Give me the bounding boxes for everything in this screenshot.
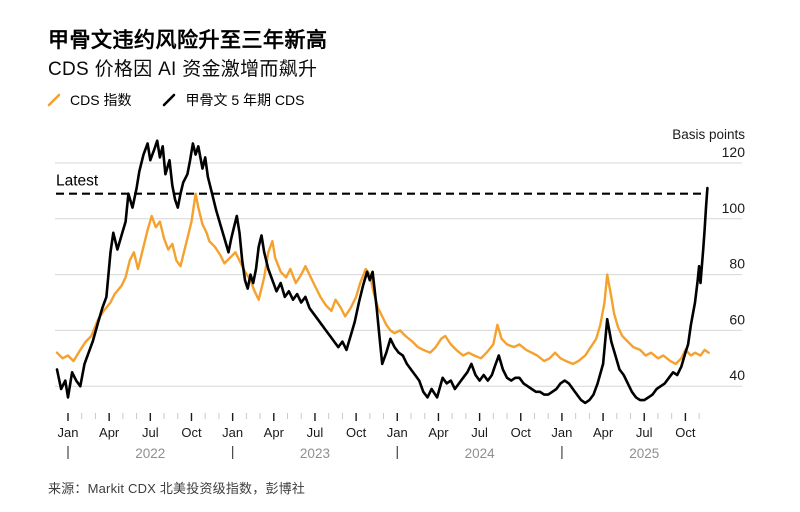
x-month-label: Jan xyxy=(222,425,243,440)
cds-index-line-icon xyxy=(47,93,61,107)
year-label: 2025 xyxy=(629,446,659,461)
y-tick-label: 80 xyxy=(729,256,745,272)
x-month-label: Jul xyxy=(636,425,653,440)
x-month-label: Jul xyxy=(307,425,324,440)
x-month-label: Jul xyxy=(471,425,488,440)
x-month-label: Jan xyxy=(551,425,572,440)
oracle-cds-line-icon xyxy=(163,93,176,107)
legend-label-oracle-cds: 甲骨文 5 年期 CDS xyxy=(185,92,305,108)
chart-subtitle: CDS 价格因 AI 资金激增而飙升 xyxy=(48,59,318,80)
unit-label: Basis points xyxy=(672,127,745,142)
x-month-label: Oct xyxy=(346,425,367,440)
legend: CDS 指数 甲骨文 5 年期 CDS xyxy=(46,90,304,110)
chart-title: 甲骨文违约风险升至三年新高 xyxy=(48,29,328,52)
x-month-label: Jan xyxy=(387,425,408,440)
year-label: 2023 xyxy=(300,446,330,461)
x-month-label: Oct xyxy=(511,425,532,440)
y-tick-label: 120 xyxy=(722,144,746,160)
year-label: 2022 xyxy=(135,446,165,461)
legend-item-oracle-cds: 甲骨文 5 年期 CDS xyxy=(161,90,304,110)
x-month-label: Apr xyxy=(428,425,449,440)
y-tick-label: 100 xyxy=(722,200,746,216)
oracle-cds-line xyxy=(55,139,709,405)
x-month-label: Oct xyxy=(181,425,202,440)
x-month-label: Oct xyxy=(675,425,696,440)
source-note: 来源：Markit CDX 北美投资级指数，彭博社 xyxy=(48,481,306,496)
y-tick-label: 40 xyxy=(729,367,745,383)
legend-label-cds-index: CDS 指数 xyxy=(70,92,132,108)
x-month-label: Jan xyxy=(58,425,79,440)
legend-item-cds-index: CDS 指数 xyxy=(46,90,131,110)
x-month-label: Jul xyxy=(142,425,159,440)
x-month-label: Apr xyxy=(593,425,614,440)
year-label: 2024 xyxy=(465,446,496,461)
cds-index-line xyxy=(55,192,710,366)
y-tick-label: 60 xyxy=(729,311,745,327)
x-month-label: Apr xyxy=(264,425,285,440)
latest-label: Latest xyxy=(56,173,99,190)
x-month-label: Apr xyxy=(99,425,120,440)
